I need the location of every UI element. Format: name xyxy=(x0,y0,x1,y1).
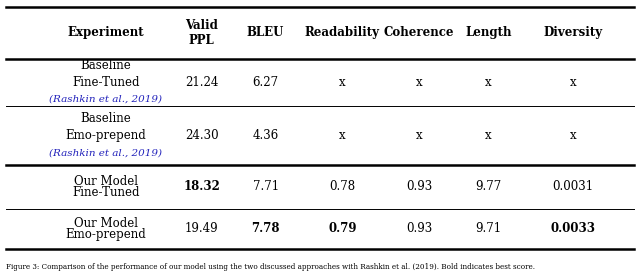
Text: 19.49: 19.49 xyxy=(185,222,218,235)
Text: 0.93: 0.93 xyxy=(406,180,433,193)
Text: 0.78: 0.78 xyxy=(330,180,355,193)
Text: Baseline: Baseline xyxy=(80,113,131,125)
Text: x: x xyxy=(339,76,346,89)
Text: BLEU: BLEU xyxy=(247,26,284,39)
Text: x: x xyxy=(485,129,492,142)
Text: x: x xyxy=(339,129,346,142)
Text: Emo-prepend: Emo-prepend xyxy=(65,129,146,142)
Text: x: x xyxy=(570,129,576,142)
Text: Fine-Tuned: Fine-Tuned xyxy=(72,186,140,199)
Text: x: x xyxy=(416,129,422,142)
Text: Baseline: Baseline xyxy=(80,59,131,72)
Text: (Rashkin et al., 2019): (Rashkin et al., 2019) xyxy=(49,95,162,104)
Text: Fine-Tuned: Fine-Tuned xyxy=(72,76,140,89)
Text: 6.27: 6.27 xyxy=(253,76,278,89)
Text: Valid
PPL: Valid PPL xyxy=(185,19,218,47)
Text: 18.32: 18.32 xyxy=(183,180,220,193)
Text: 0.93: 0.93 xyxy=(406,222,433,235)
Text: x: x xyxy=(485,76,492,89)
Text: Readability: Readability xyxy=(305,26,380,39)
Text: 21.24: 21.24 xyxy=(185,76,218,89)
Text: 7.71: 7.71 xyxy=(253,180,278,193)
Text: 9.71: 9.71 xyxy=(476,222,501,235)
Text: Coherence: Coherence xyxy=(384,26,454,39)
Text: 4.36: 4.36 xyxy=(252,129,279,142)
Text: 7.78: 7.78 xyxy=(252,222,280,235)
Text: Our Model: Our Model xyxy=(74,175,138,188)
Text: 0.0033: 0.0033 xyxy=(550,222,595,235)
Text: x: x xyxy=(416,76,422,89)
Text: Experiment: Experiment xyxy=(67,26,144,39)
Text: Length: Length xyxy=(465,26,511,39)
Text: Our Model: Our Model xyxy=(74,217,138,230)
Text: 0.79: 0.79 xyxy=(328,222,356,235)
Text: 0.0031: 0.0031 xyxy=(552,180,593,193)
Text: 9.77: 9.77 xyxy=(475,180,502,193)
Text: Figure 3: Comparison of the performance of our model using the two discussed app: Figure 3: Comparison of the performance … xyxy=(6,263,536,271)
Text: x: x xyxy=(570,76,576,89)
Text: Emo-prepend: Emo-prepend xyxy=(65,228,146,241)
Text: 24.30: 24.30 xyxy=(185,129,218,142)
Text: Diversity: Diversity xyxy=(543,26,602,39)
Text: (Rashkin et al., 2019): (Rashkin et al., 2019) xyxy=(49,148,162,157)
